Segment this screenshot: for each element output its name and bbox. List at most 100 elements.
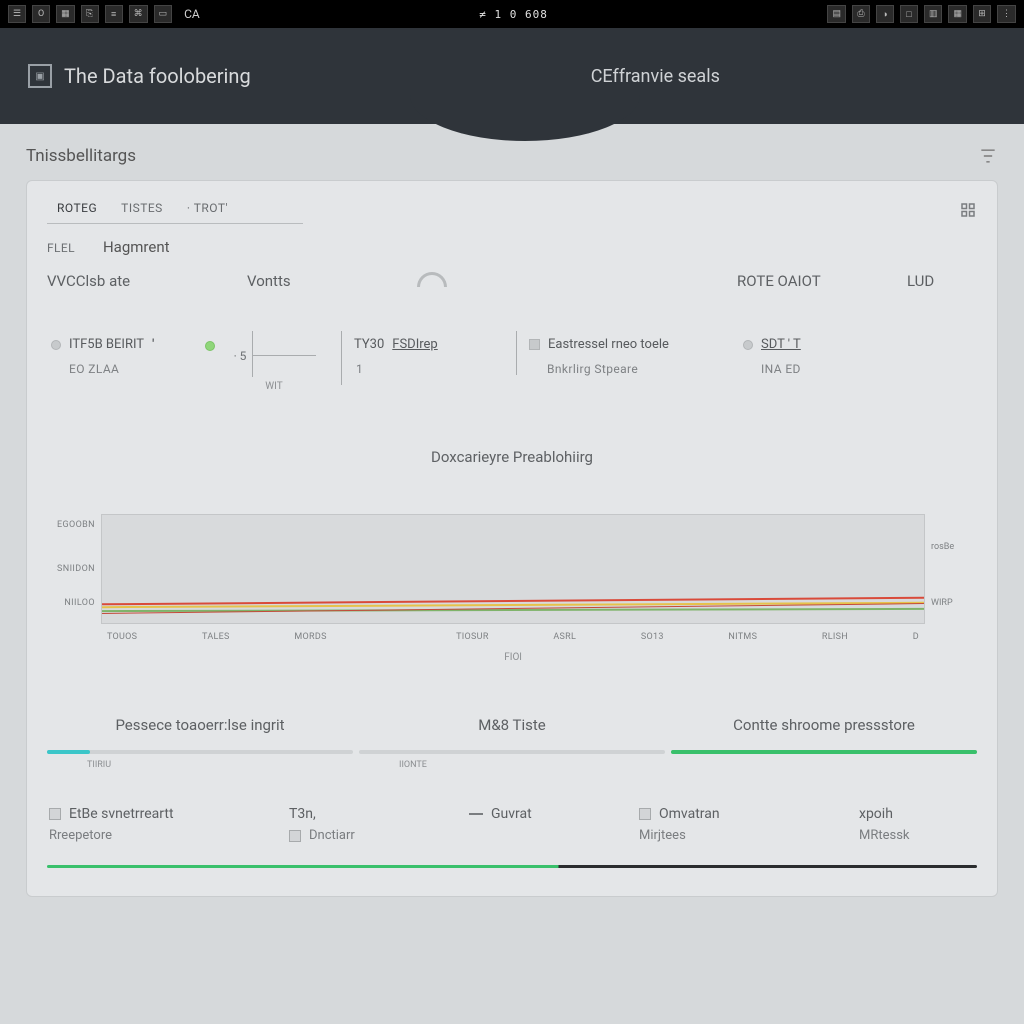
tab-tistes[interactable]: TISTES xyxy=(111,195,173,221)
x-tick: RLISH xyxy=(822,632,848,642)
page-title-row: Tnissbellitargs xyxy=(26,146,998,166)
x-tick: D xyxy=(913,632,919,642)
square-marker-icon xyxy=(529,339,540,350)
os-tray-icon[interactable]: ⊞ xyxy=(973,5,991,23)
os-tray-icon[interactable]: ▤ xyxy=(827,5,846,23)
footer-3-label: Guvrat xyxy=(491,806,532,822)
y-tick-label: EGOOBN xyxy=(47,520,95,530)
footer-4-sub: Mirjtees xyxy=(639,828,849,843)
footer-item-1: EtBe svnetrreartt Rreepetore xyxy=(49,806,279,843)
col-header-2: Vontts xyxy=(247,272,417,291)
footer-5-sub: MRtessk xyxy=(859,828,969,843)
r-tick-label: WIRP xyxy=(931,598,977,608)
dash-icon xyxy=(469,813,483,815)
footer-legend: EtBe svnetrreartt Rreepetore T3n, Dnctia… xyxy=(47,806,977,843)
footer-item-5: xpoih MRtessk xyxy=(859,806,969,843)
os-chip[interactable]: O xyxy=(32,5,50,23)
app-subtitle: CEffranvie seals xyxy=(591,66,720,87)
footer-item-4: Omvatran Mirjtees xyxy=(639,806,849,843)
os-left-label: CA xyxy=(184,7,200,21)
sub-label-2: Hagmrent xyxy=(103,238,170,256)
app-title-group: ▣ The Data foolobering xyxy=(28,64,251,88)
footer-item-2: T3n, Dnctiarr xyxy=(289,806,459,843)
os-tray-icon[interactable]: ⋮ xyxy=(997,5,1016,23)
filter-icon[interactable] xyxy=(978,146,998,166)
mini-2-caption: IIONTE xyxy=(359,760,665,770)
col-header-5: LUD xyxy=(907,272,934,291)
tabs-underline xyxy=(47,223,303,224)
os-chip[interactable]: ▦ xyxy=(56,5,75,23)
footer-5-label: xpoih xyxy=(859,806,893,822)
stat-1-badge: ' xyxy=(152,337,154,352)
stat-1-sub: EO ZLAA xyxy=(51,362,201,376)
legend-box-icon xyxy=(289,830,301,842)
x-tick: TOUOS xyxy=(107,632,137,642)
footer-2-label: T3n, xyxy=(289,806,316,822)
x-tick: TIOSUR xyxy=(456,632,489,642)
mini-1: Pessece toaoerr:lse ingrit TIIRIU xyxy=(47,716,353,770)
os-chip[interactable]: ⎘ xyxy=(81,5,99,23)
status-dot-icon xyxy=(743,340,753,350)
stat-4-sub: INA ED xyxy=(743,362,893,376)
footer-4-label: Omvatran xyxy=(659,806,720,822)
tabs: ROTEG TISTES · TROT' xyxy=(47,195,303,221)
footer-2-sub: Dnctiarr xyxy=(309,828,355,843)
sub-label-1: FLEL xyxy=(47,241,75,255)
col-header-gauge xyxy=(417,272,737,291)
mini-3-bar xyxy=(671,750,977,754)
mini-2-title: M&8 Tiste xyxy=(359,716,665,734)
x-axis-caption: FIOl xyxy=(101,652,925,663)
stat-1: ITF5B BEIRIT ' EO ZLAA xyxy=(51,337,201,376)
os-chip[interactable]: ⌘ xyxy=(129,5,148,23)
os-left-group: ☰ O ▦ ⎘ ≡ ⌘ ▭ CA xyxy=(8,5,200,23)
os-tray-icon[interactable]: □ xyxy=(900,5,918,23)
stat-2-label-a: TY30 xyxy=(354,337,384,352)
sub-label-row: FLEL Hagmrent xyxy=(47,238,977,256)
legend-box-icon xyxy=(639,808,651,820)
x-tick: TALES xyxy=(202,632,230,642)
mini-3-title: Contte shroome pressstore xyxy=(671,716,977,734)
y-tick-label: NIILOO xyxy=(47,598,95,608)
os-chip[interactable]: ☰ xyxy=(8,5,26,23)
grid-view-icon[interactable] xyxy=(959,201,977,219)
tab-roteg[interactable]: ROTEG xyxy=(47,195,107,221)
os-tray-icon[interactable]: ▥ xyxy=(924,5,943,23)
chart-title: Doxcarieyre Preablohiirg xyxy=(47,448,977,466)
x-axis: TOUOS TALES MORDS TIOSUR Asrl SO13 NITMS… xyxy=(101,632,925,642)
stats-row: ITF5B BEIRIT ' EO ZLAA · 5 WIT TY30 FSDI xyxy=(47,337,977,392)
bottom-progress-bar xyxy=(47,865,977,868)
tab-trot[interactable]: · TROT' xyxy=(177,195,238,221)
page-title: Tnissbellitargs xyxy=(26,146,136,166)
os-clock: ≠ 1 0 608 xyxy=(479,8,548,21)
stat-2: TY30 FSDIrep 1 xyxy=(354,337,504,376)
vertical-separator xyxy=(341,331,342,385)
os-right-group: ▤ ⎙ ◑ □ ▥ ▦ ⊞ ⋮ xyxy=(827,5,1016,23)
tabs-row: ROTEG TISTES · TROT' xyxy=(47,195,977,224)
axis-tick-label: · 5 xyxy=(234,349,247,363)
os-chip[interactable]: ≡ xyxy=(105,5,123,23)
mini-sections: Pessece toaoerr:lse ingrit TIIRIU M&8 Ti… xyxy=(47,716,977,770)
os-tray-icon[interactable]: ◑ xyxy=(876,5,894,23)
x-tick: SO13 xyxy=(641,632,664,642)
axis-bottom-label: WIT xyxy=(265,381,282,392)
stat-2-sub: 1 xyxy=(354,362,504,376)
mini-1-title: Pessece toaoerr:lse ingrit xyxy=(47,716,353,734)
r-tick-label: rosBe xyxy=(931,542,977,552)
stat-4-label: SDT ' T xyxy=(761,337,801,352)
os-tray-icon[interactable]: ▦ xyxy=(948,5,967,23)
os-menubar: ☰ O ▦ ⎘ ≡ ⌘ ▭ CA ≠ 1 0 608 ▤ ⎙ ◑ □ ▥ ▦ ⊞… xyxy=(0,0,1024,28)
mini-1-caption: TIIRIU xyxy=(47,760,353,770)
app-logo-icon: ▣ xyxy=(28,64,52,88)
footer-item-3: Guvrat xyxy=(469,806,629,822)
x-tick: Asrl xyxy=(553,632,576,642)
os-tray-icon[interactable]: ⎙ xyxy=(852,5,870,23)
line-chart: EGOOBN SNIIDON NIILOO rosBe WIRP TOUOS T… xyxy=(47,514,977,674)
os-chip[interactable]: ▭ xyxy=(154,5,173,23)
status-dot-icon xyxy=(51,340,61,350)
footer-1-label: EtBe svnetrreartt xyxy=(69,806,174,822)
mini-axis-icon xyxy=(252,337,314,375)
chart-plot-area xyxy=(101,514,925,624)
app-title: The Data foolobering xyxy=(64,64,251,88)
status-dot-green-icon xyxy=(205,341,215,351)
page-body: Tnissbellitargs ROTEG TISTES · TROT' FLE… xyxy=(0,124,1024,897)
